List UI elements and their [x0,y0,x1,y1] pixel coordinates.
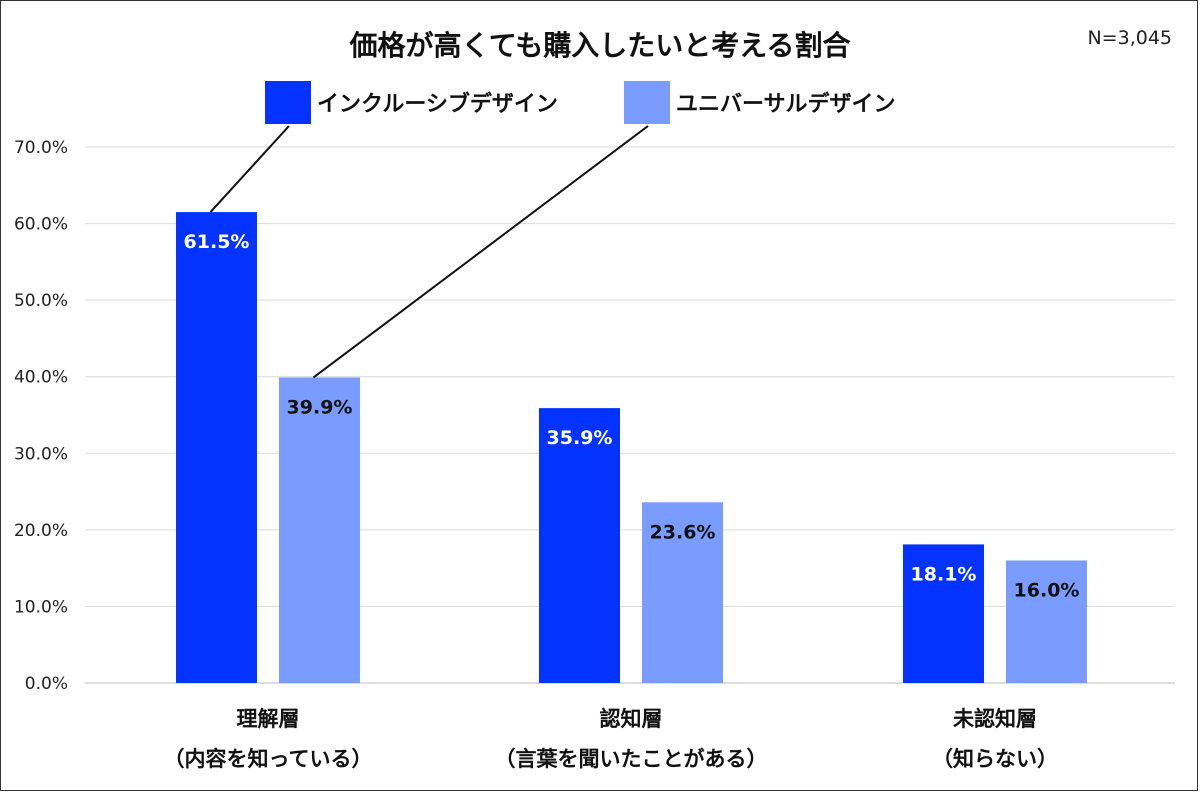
data-label: 23.6% [650,521,716,543]
legend-label: ユニバーサルデザイン [676,91,896,117]
x-category-label: 未認知層 [953,707,1037,731]
x-category-label: 認知層 [600,707,663,731]
legend-swatch [265,81,311,124]
data-label: 39.9% [287,396,353,418]
legend-leader-line [209,125,290,213]
data-label: 35.9% [547,427,613,449]
y-tick-label: 30.0% [14,444,68,464]
y-tick-label: 40.0% [14,368,68,388]
x-category-sublabel: （言葉を聞いたことがある） [495,747,768,771]
bar [176,212,257,684]
legend-leader-line [312,125,649,379]
chart-title: 価格が高くても購入したいと考える割合 [349,29,852,62]
sample-size-annotation: N=3,045 [1087,27,1172,49]
x-category-label: 理解層 [237,707,300,731]
y-tick-label: 50.0% [14,291,68,311]
data-label: 16.0% [1014,579,1080,601]
bar [539,408,620,683]
x-category-sublabel: （内容を知っている） [164,747,373,771]
y-tick-label: 0.0% [25,674,68,694]
data-label: 61.5% [184,231,250,253]
y-tick-label: 60.0% [14,215,68,235]
legend-swatch [624,81,670,124]
y-tick-label: 20.0% [14,521,68,541]
x-category-sublabel: （知らない） [932,747,1058,771]
bar [903,544,984,683]
y-tick-label: 10.0% [14,597,68,617]
bar [1006,560,1087,683]
data-label: 18.1% [911,563,977,585]
bar [279,377,360,683]
y-tick-label: 70.0% [14,138,68,158]
legend-label: インクルーシブデザイン [317,91,558,117]
bar [642,502,723,683]
